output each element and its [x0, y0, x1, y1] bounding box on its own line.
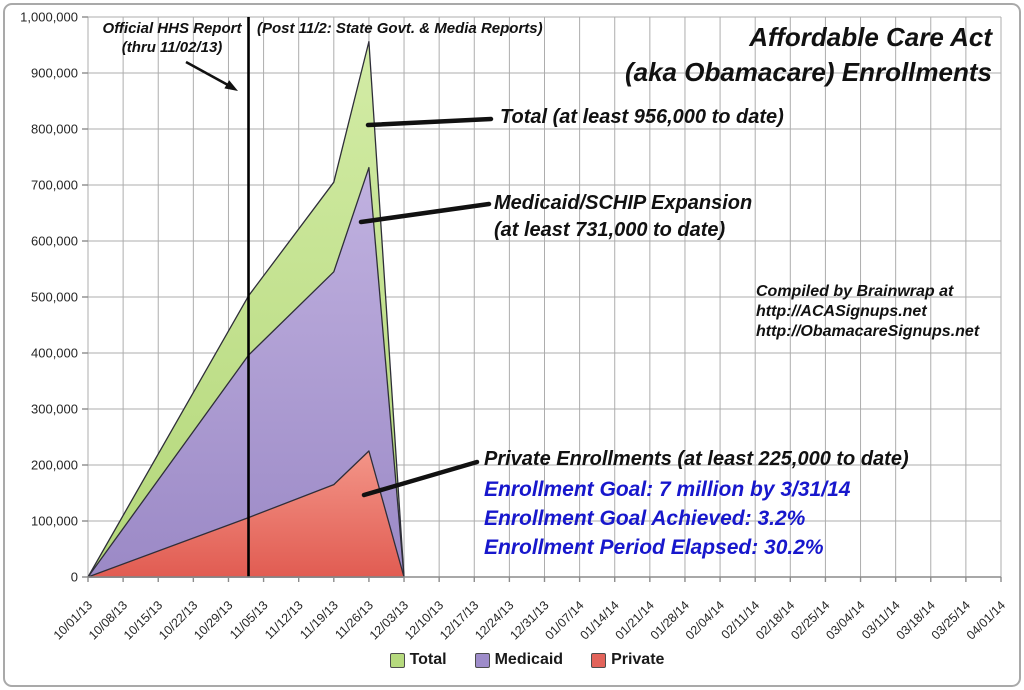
medicaid-callout-line1: Medicaid/SCHIP Expansion [494, 192, 753, 214]
svg-text:300,000: 300,000 [31, 402, 78, 417]
axes [82, 16, 1002, 582]
chart-outer-border [3, 3, 1021, 687]
credit-url-acasignups: http://ACASignups.net [756, 303, 927, 320]
credit-url-obamacaresignups: http://ObamacareSignups.net [756, 323, 980, 340]
total-callout-line [365, 116, 494, 128]
legend-item-medicaid: Medicaid [474, 651, 564, 669]
svg-text:04/01/14: 04/01/14 [964, 598, 1008, 642]
legend-label-medicaid: Medicaid [494, 651, 564, 668]
svg-text:800,000: 800,000 [31, 122, 78, 137]
medicaid-callout-line [358, 201, 492, 225]
legend-item-private: Private [591, 651, 664, 669]
chart-title: Affordable Care Act (aka Obamacare) Enro… [625, 20, 992, 90]
legend-swatch-private [591, 652, 607, 668]
svg-text:0: 0 [71, 570, 78, 585]
private-callout-label: Private Enrollments (at least 225,000 to… [484, 448, 909, 470]
private-callout-line [361, 459, 480, 498]
svg-text:100,000: 100,000 [31, 514, 78, 529]
svg-text:1,000,000: 1,000,000 [20, 10, 78, 25]
credit-note: Compiled by Brainwrap at http://ACASignu… [756, 282, 979, 342]
svg-text:400,000: 400,000 [31, 346, 78, 361]
legend: Total Medicaid Private [0, 651, 1024, 669]
svg-text:500,000: 500,000 [31, 290, 78, 305]
callout-lines [358, 116, 494, 498]
legend-label-total: Total [409, 651, 447, 668]
total-callout-label: Total (at least 956,000 to date) [500, 106, 784, 128]
post-cutoff-note: (Post 11/2: State Govt. & Media Reports) [257, 20, 543, 37]
svg-text:10/29/13: 10/29/13 [191, 598, 235, 642]
legend-item-total: Total [389, 651, 447, 669]
chart-title-line1: Affordable Care Act [749, 22, 992, 52]
legend-label-private: Private [611, 651, 665, 668]
credit-line1: Compiled by Brainwrap at [756, 283, 954, 300]
legend-swatch-medicaid [474, 652, 490, 668]
svg-text:03/04/14: 03/04/14 [823, 598, 867, 642]
svg-text:600,000: 600,000 [31, 234, 78, 249]
chart-title-line2: (aka Obamacare) Enrollments [624, 57, 992, 87]
enrollment-goal-block: Enrollment Goal: 7 million by 3/31/14 En… [484, 475, 850, 562]
goal-target-line: Enrollment Goal: 7 million by 3/31/14 [484, 478, 851, 501]
svg-text:02/04/14: 02/04/14 [683, 598, 727, 642]
y-axis-labels: 0 100,000 200,000 300,000 400,000 500,000 600,… [20, 10, 78, 585]
hhs-report-note-line1: Official HHS Report [102, 20, 242, 37]
medicaid-callout-line2: (at least 731,000 to date) [494, 219, 726, 241]
legend-swatch-total [389, 652, 405, 668]
goal-achieved-line: Enrollment Goal Achieved: 3.2% [484, 507, 806, 530]
goal-elapsed-line: Enrollment Period Elapsed: 30.2% [484, 536, 824, 559]
hhs-report-note-line2: (thru 11/02/13) [121, 39, 223, 56]
svg-text:200,000: 200,000 [31, 458, 78, 473]
hhs-note-arrow [185, 60, 238, 91]
medicaid-callout-label: Medicaid/SCHIP Expansion (at least 731,0… [494, 190, 752, 244]
hhs-report-note: Official HHS Report (thru 11/02/13) [92, 19, 252, 57]
x-axis-labels: 10/01/1310/08/1310/15/1310/22/1310/29/13… [51, 598, 1008, 642]
svg-text:900,000: 900,000 [31, 66, 78, 81]
svg-text:700,000: 700,000 [31, 178, 78, 193]
